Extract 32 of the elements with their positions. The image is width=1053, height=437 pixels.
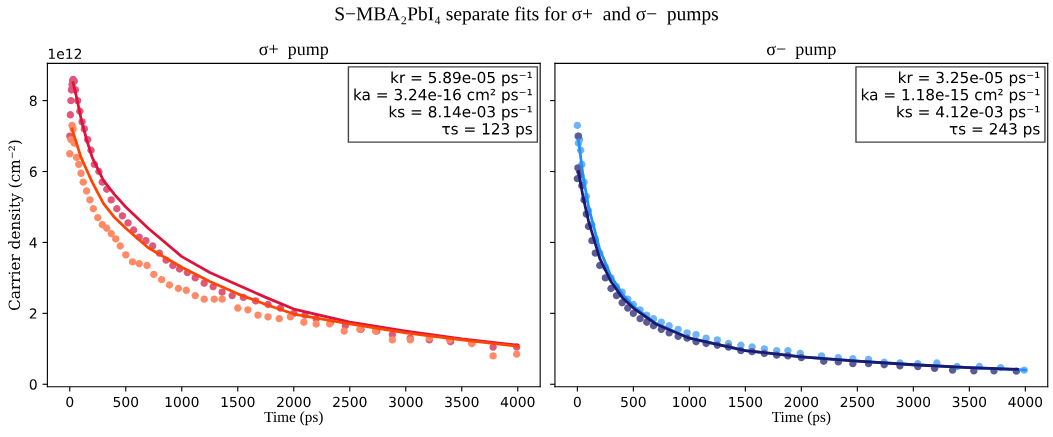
x-tick-label: 2000 [784,396,819,408]
x-tick-label: 0 [66,396,74,408]
x-axis-title: Time (ps) [771,411,831,426]
x-tick-label: 3000 [389,396,423,408]
x-axis-title: Time (ps) [264,411,323,426]
x-tick-label: 4000 [1008,396,1043,408]
x-tick-label: 0 [573,396,581,408]
x-tick-label: 3000 [896,396,931,408]
y-tick-label: 0 [29,379,37,390]
y-tick-label: 2 [29,308,37,319]
chart-title: σ− pump [767,45,836,59]
x-tick-label: 2500 [840,396,875,408]
y-axis-title: Carrier density (cm⁻²) [8,140,24,311]
text: S−MBA₂PbI₄ separate fits for σ+ and σ− pumps [335,6,719,25]
x-tick-label: 500 [621,396,646,408]
text: 1e12 [48,48,82,60]
x-tick-label: 2000 [277,396,311,408]
y-tick-label: 4 [29,237,37,248]
annotation: kr = 5.89e-05 ps⁻¹ ka = 3.24e-16 cm² ps⁻¹ ks = 8.14e-03 ps⁻¹ τs = 123 ps [354,71,533,138]
x-tick-label: 1500 [221,396,255,408]
y-tick-label: 8 [29,95,37,107]
x-tick-label: 1000 [673,396,707,408]
x-tick-label: 500 [113,396,139,408]
x-tick-label: 1500 [729,396,763,408]
x-tick-label: 1000 [165,396,199,408]
chart-title: σ+ pump [259,44,329,59]
x-tick-label: 3500 [952,396,987,408]
x-tick-label: 3500 [445,396,479,408]
x-tick-label: 2500 [333,396,367,408]
y-tick-label: 6 [29,166,37,177]
annotation: kr = 3.25e-05 ps⁻¹ ka = 1.18e-15 cm² ps⁻¹ ks = 4.12e-03 ps⁻¹ τs = 243 ps [861,71,1040,138]
x-tick-label: 4000 [500,396,535,408]
